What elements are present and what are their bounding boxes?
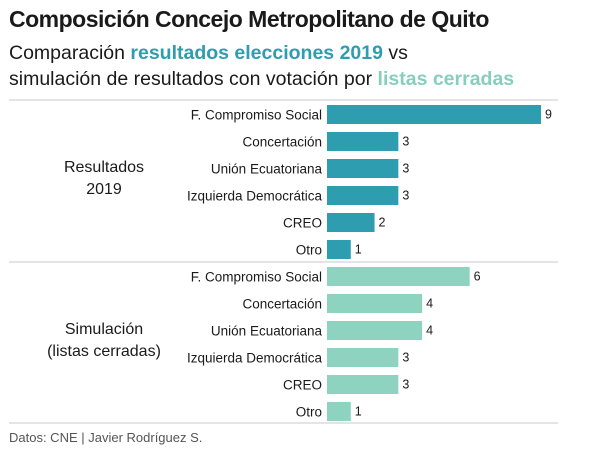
data-label: 3 [402, 189, 409, 203]
bar [327, 294, 423, 313]
series-label: 2019 [86, 181, 122, 198]
source-note: Datos: CNE | Javier Rodríguez S. [9, 430, 203, 445]
bar [327, 348, 399, 367]
category-label: Otro [296, 405, 322, 420]
bar [327, 267, 470, 286]
subtitle-highlight-2019: resultados elecciones 2019 [130, 42, 383, 64]
bar [327, 132, 399, 151]
data-label: 3 [402, 351, 409, 365]
category-label: Izquierda Democrática [187, 189, 323, 204]
chart-title: Composición Concejo Metropolitano de Qui… [9, 6, 489, 32]
series-label: Simulación [65, 321, 143, 338]
bar [327, 213, 375, 232]
category-label: Concertación [242, 135, 322, 150]
bar [327, 186, 399, 205]
data-label: 3 [402, 378, 409, 392]
bar [327, 375, 399, 394]
data-label: 2 [379, 216, 386, 230]
data-label: 6 [474, 270, 481, 284]
category-label: F. Compromiso Social [191, 108, 322, 123]
series-label: Resultados [64, 159, 144, 176]
chart-subtitle: Comparación resultados elecciones 2019 v… [9, 40, 514, 92]
data-label: 9 [545, 108, 552, 122]
series-label: (listas cerradas) [47, 343, 161, 360]
bar [327, 240, 351, 259]
data-label: 3 [402, 135, 409, 149]
subtitle-text-line2: simulación de resultados con votación po… [9, 68, 378, 90]
category-label: Concertación [242, 297, 322, 312]
category-label: Unión Ecuatoriana [211, 162, 323, 177]
category-label: Otro [296, 243, 322, 258]
data-label: 1 [355, 243, 362, 257]
bar [327, 105, 541, 124]
data-label: 4 [426, 324, 433, 338]
category-label: Izquierda Democrática [187, 351, 323, 366]
category-label: F. Compromiso Social [191, 270, 322, 285]
subtitle-text-vs: vs [382, 42, 408, 64]
category-label: Unión Ecuatoriana [211, 324, 323, 339]
bar [327, 402, 351, 421]
data-label: 3 [402, 162, 409, 176]
subtitle-highlight-cerradas: listas cerradas [377, 68, 515, 90]
subtitle-text: Comparación [9, 42, 131, 64]
data-label: 4 [426, 297, 433, 311]
bar [327, 159, 399, 178]
category-label: CREO [283, 216, 322, 231]
data-label: 1 [355, 405, 362, 419]
category-label: CREO [283, 378, 322, 393]
bar [327, 321, 423, 340]
